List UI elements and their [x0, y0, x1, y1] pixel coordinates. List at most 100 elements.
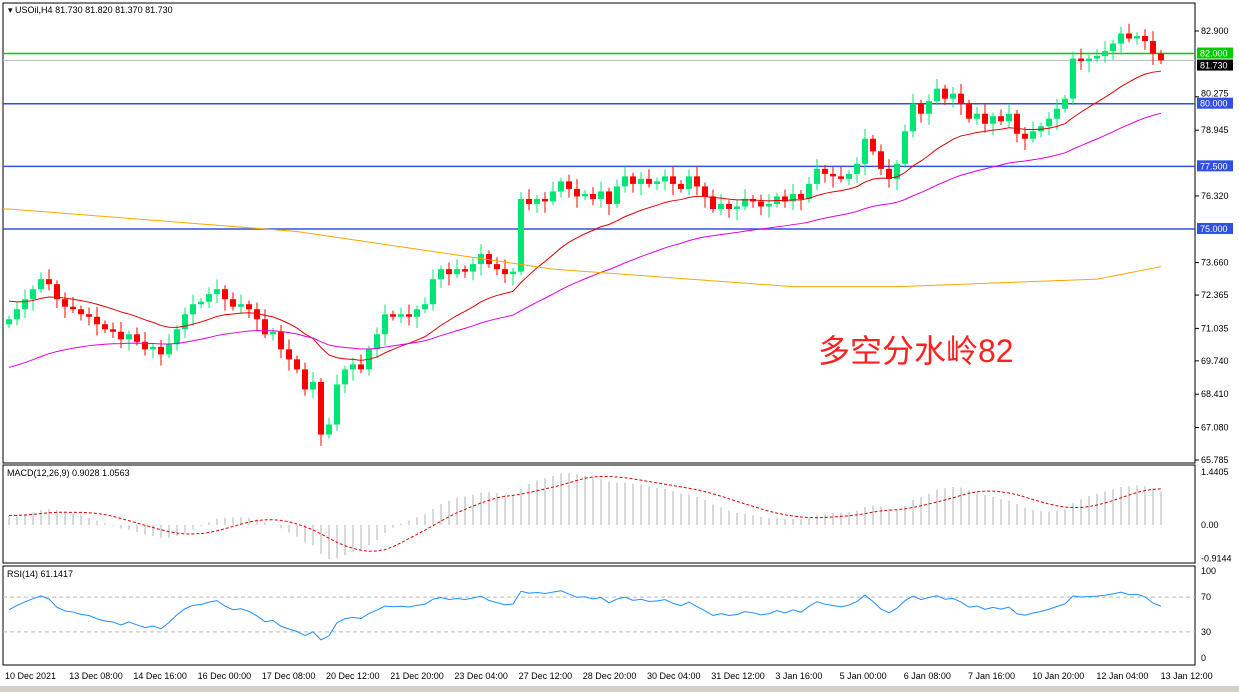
candle-body: [558, 181, 564, 192]
candle-body: [278, 331, 284, 350]
candle-body: [246, 304, 252, 310]
candle-body: [726, 203, 732, 209]
candle-body: [30, 289, 36, 300]
candle-body: [262, 319, 268, 335]
candle-body: [486, 254, 492, 265]
candle-body: [734, 206, 740, 209]
level-label: 77.500: [1200, 161, 1228, 171]
candle-body: [838, 176, 844, 179]
candle-body: [982, 113, 988, 124]
candle-body: [870, 138, 876, 152]
price-tick-label: 82.900: [1201, 26, 1229, 36]
candle-body: [902, 131, 908, 164]
candle-body: [190, 304, 196, 315]
candle-body: [374, 334, 380, 350]
time-tick-label: 30 Dec 04:00: [647, 671, 701, 681]
time-tick-label: 13 Dec 08:00: [69, 671, 123, 681]
ohlc-values: 81.730 81.820 81.370 81.730: [55, 5, 173, 15]
rsi-line: [8, 590, 1162, 641]
candle-body: [182, 314, 188, 330]
candle-body: [974, 113, 980, 119]
time-tick-label: 27 Dec 12:00: [519, 671, 573, 681]
candle-body: [342, 369, 348, 385]
candle-body: [830, 173, 836, 177]
candle-body: [446, 269, 452, 275]
candle-body: [878, 151, 884, 169]
candle-body: [510, 271, 516, 275]
candle-body: [646, 178, 652, 184]
time-tick-label: 16 Dec 00:00: [198, 671, 252, 681]
candle-body: [958, 93, 964, 104]
time-tick-label: 5 Jan 00:00: [840, 671, 887, 681]
annotation-text: 多空分水岭82: [818, 333, 1014, 369]
candle-body: [126, 334, 132, 340]
candle-body: [286, 349, 292, 360]
candle-body: [310, 381, 316, 390]
candle-body: [566, 181, 572, 189]
candle-body: [694, 176, 700, 187]
candle-body: [270, 331, 276, 335]
candle-body: [478, 254, 484, 265]
time-tick-label: 14 Dec 16:00: [133, 671, 187, 681]
candle-body: [134, 334, 140, 342]
candle-body: [238, 304, 244, 307]
candle-body: [526, 198, 532, 204]
candle-body: [606, 191, 612, 204]
candle-body: [302, 369, 308, 390]
candle-body: [382, 314, 388, 335]
candle-body: [814, 168, 820, 184]
candle-body: [822, 168, 828, 174]
candle-body: [254, 309, 260, 320]
candle-body: [790, 193, 796, 202]
candle-body: [1126, 33, 1132, 39]
candle-body: [710, 196, 716, 209]
candle-body: [494, 264, 500, 270]
macd-label: MACD(12,26,9) 0.9028 1.0563: [7, 468, 130, 478]
candle-body: [198, 301, 204, 305]
candle-body: [1094, 56, 1100, 59]
time-tick-label: 3 Jan 16:00: [775, 671, 822, 681]
candle-body: [358, 364, 364, 370]
candle-body: [798, 193, 804, 199]
bottom-tab-strip[interactable]: [0, 686, 1239, 692]
candle-body: [118, 331, 124, 340]
candle-body: [6, 319, 12, 325]
current-price-label: 81.730: [1200, 61, 1228, 71]
time-tick-label: 31 Dec 12:00: [711, 671, 765, 681]
candle-body: [782, 196, 788, 202]
macd-tick-label: 0.00: [1201, 520, 1219, 530]
candle-body: [110, 329, 116, 332]
candle-body: [94, 316, 100, 325]
chart-header: ▾ USOil,H4 81.730 81.820 81.370 81.730: [8, 5, 173, 15]
ma-fast-line: [8, 70, 1162, 361]
candle-body: [86, 314, 92, 317]
candle-body: [702, 186, 708, 197]
candle-body: [398, 314, 404, 317]
candle-body: [590, 193, 596, 199]
candle-body: [1110, 43, 1116, 52]
candle-body: [150, 346, 156, 350]
level-badge: [1197, 97, 1233, 109]
candle-body: [894, 163, 900, 179]
candle-body: [214, 289, 220, 295]
candle-body: [990, 116, 996, 124]
candle-body: [574, 188, 580, 197]
candle-body: [622, 176, 628, 187]
candle-body: [1054, 108, 1060, 119]
candle-body: [950, 93, 956, 99]
time-tick-label: 10 Dec 2021: [5, 671, 56, 681]
candle-body: [518, 198, 524, 272]
candle-body: [166, 344, 172, 355]
candle-body: [1006, 113, 1012, 122]
candle-body: [294, 359, 300, 370]
price-tick-label: 68.410: [1201, 389, 1229, 399]
time-tick-label: 28 Dec 20:00: [583, 671, 637, 681]
candle-body: [766, 203, 772, 207]
candle-body: [886, 168, 892, 179]
level-label: 82.000: [1200, 49, 1228, 59]
candle-body: [62, 299, 68, 307]
price-tick-label: 69.740: [1201, 356, 1229, 366]
candle-body: [230, 299, 236, 307]
candle-body: [1078, 58, 1084, 62]
